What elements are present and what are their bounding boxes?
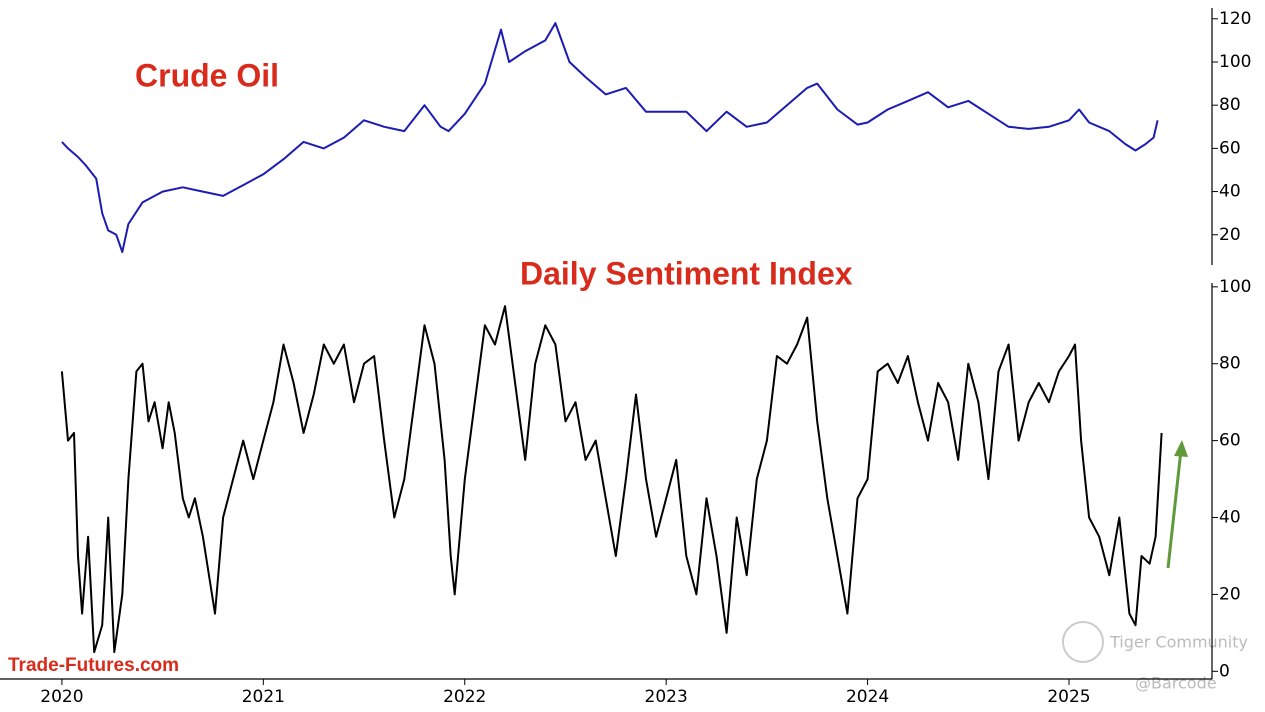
x-tick-label: 2023 [645, 687, 688, 707]
y-tick-label: 80 [1219, 354, 1241, 374]
watermark: Tiger Community [1109, 633, 1248, 652]
y-tick-label: 100 [1219, 277, 1251, 297]
y-tick-label: 40 [1219, 508, 1241, 528]
x-tick-label: 2025 [1047, 687, 1090, 707]
y-tick-label: 80 [1219, 95, 1241, 115]
x-tick-label: 2020 [40, 687, 83, 707]
x-tick-label: 2024 [846, 687, 889, 707]
x-tick-label: 2022 [443, 687, 486, 707]
line [60, 305, 1163, 654]
arrow [1166, 449, 1183, 569]
chart-title: Crude Oil [135, 57, 279, 93]
y-tick-label: 40 [1219, 182, 1241, 202]
y-tick-label: 0 [1219, 661, 1230, 681]
y-tick-label: 60 [1219, 431, 1241, 451]
y-tick-label: 20 [1219, 584, 1241, 604]
watermark-logo [1062, 621, 1104, 663]
watermark: @Barcode [1135, 674, 1217, 693]
line [61, 22, 1159, 253]
y-tick-label: 20 [1219, 225, 1241, 245]
x-tick-label: 2021 [242, 687, 285, 707]
y-tick-label: 60 [1219, 138, 1241, 158]
arrow-head [1174, 440, 1188, 457]
chart-title: Daily Sentiment Index [520, 255, 853, 291]
y-tick-label: 100 [1219, 52, 1251, 72]
y-tick-label: 120 [1219, 9, 1251, 29]
source: Trade-Futures.com [8, 655, 179, 676]
